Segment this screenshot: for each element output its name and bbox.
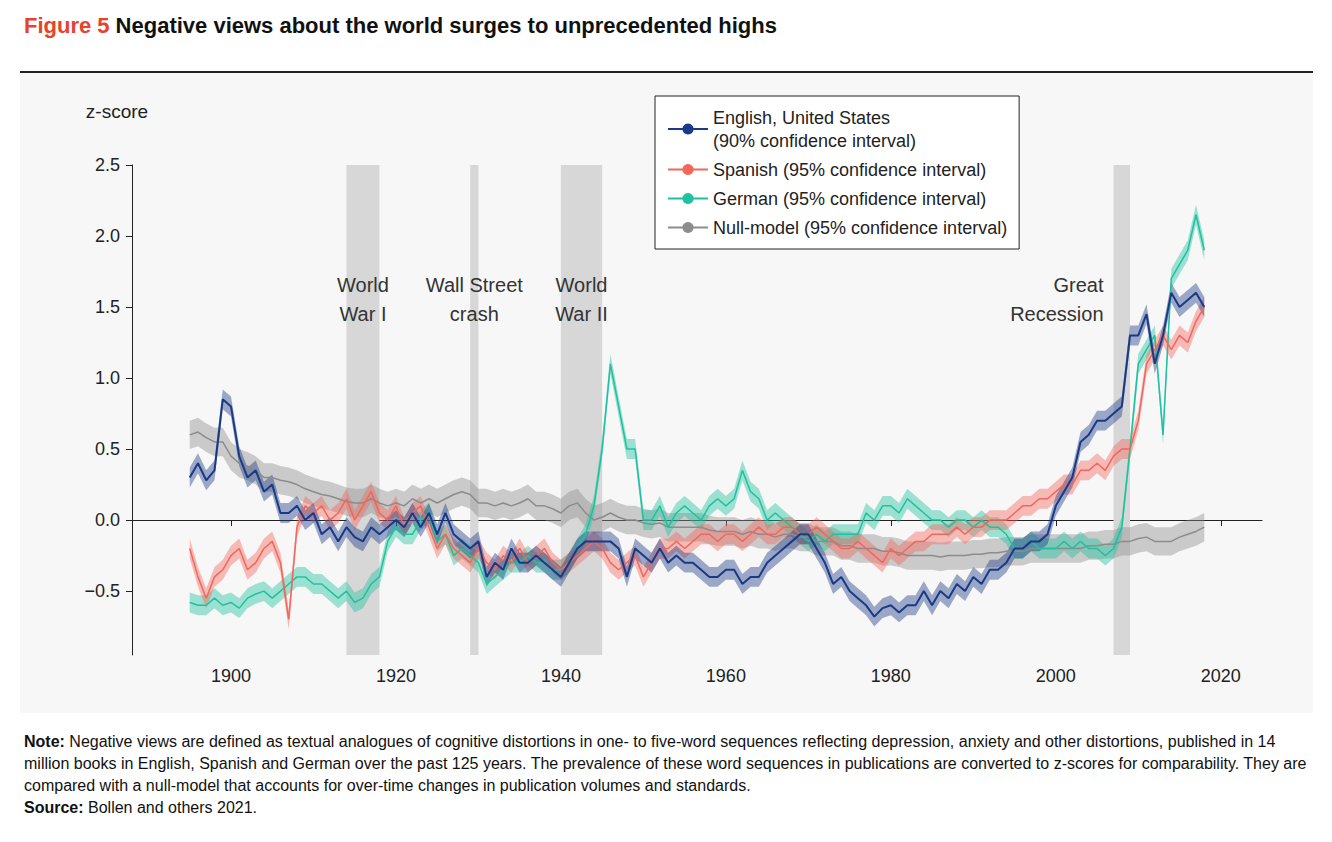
svg-text:Spanish (95% confidence interv: Spanish (95% confidence interval)	[713, 160, 986, 180]
svg-text:0.5: 0.5	[95, 439, 120, 459]
svg-text:World: World	[337, 274, 389, 296]
svg-text:1.0: 1.0	[95, 368, 120, 388]
svg-text:World: World	[556, 274, 608, 296]
svg-text:Null-model (95% confidence int: Null-model (95% confidence interval)	[713, 218, 1007, 238]
svg-text:1960: 1960	[706, 666, 746, 686]
svg-text:2.0: 2.0	[95, 226, 120, 246]
svg-text:−0.5: −0.5	[84, 581, 120, 601]
html-text:Note: Negative views are defin: Note: Negative views are defined as text…	[24, 733, 1307, 795]
svg-text:Great: Great	[1054, 274, 1104, 296]
svg-text:2.5: 2.5	[95, 155, 120, 175]
html-text:Source: Bollen and others 2021: Source: Bollen and others 2021.	[24, 799, 257, 817]
svg-text:1.5: 1.5	[95, 297, 120, 317]
svg-text:1920: 1920	[376, 666, 416, 686]
svg-text:0.0: 0.0	[95, 510, 120, 530]
svg-text:Wall Street: Wall Street	[426, 274, 524, 296]
svg-text:War I: War I	[339, 303, 386, 325]
svg-text:2020: 2020	[1201, 666, 1241, 686]
svg-text:2000: 2000	[1036, 666, 1076, 686]
svg-text:crash: crash	[450, 303, 499, 325]
svg-text:War II: War II	[555, 303, 608, 325]
svg-text:z-score: z-score	[86, 101, 148, 122]
svg-text:English, United States: English, United States	[713, 108, 890, 128]
svg-text:1940: 1940	[541, 666, 581, 686]
html-text:Figure 5 Negative views about: Figure 5 Negative views about the world …	[24, 13, 777, 38]
svg-text:1980: 1980	[871, 666, 911, 686]
svg-text:German (95% confidence interva: German (95% confidence interval)	[713, 189, 986, 209]
svg-text:1900: 1900	[211, 666, 251, 686]
svg-text:(90% confidence interval): (90% confidence interval)	[713, 131, 916, 151]
svg-text:Recession: Recession	[1010, 303, 1103, 325]
